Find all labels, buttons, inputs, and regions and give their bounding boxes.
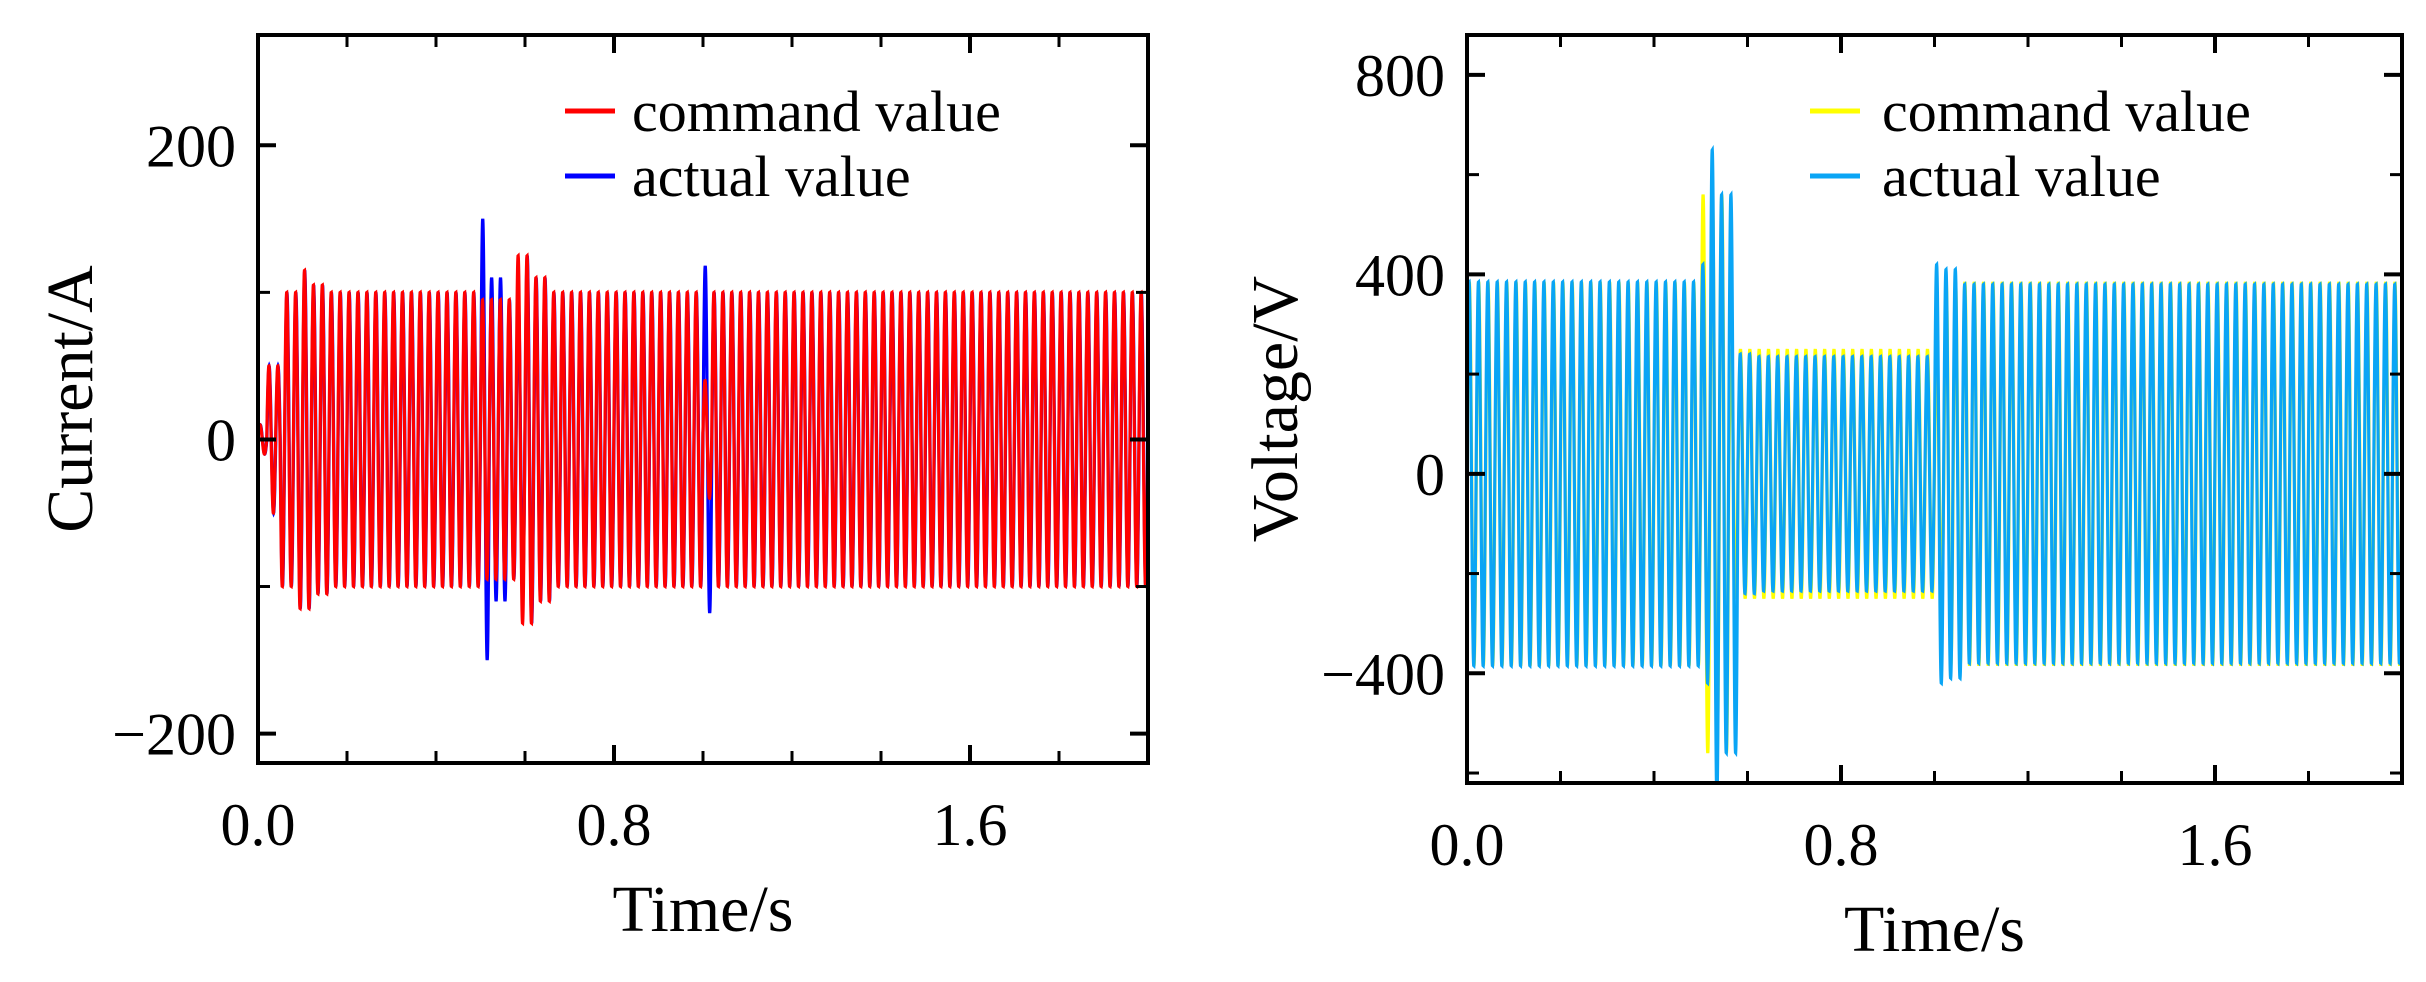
current-y-tick-label: 200 xyxy=(146,113,236,179)
voltage-x-axis-title: Time/s xyxy=(1844,893,2025,966)
current-x-tick-label: 0.0 xyxy=(221,792,296,858)
current-legend-label-command-value: command value xyxy=(632,79,1001,144)
current-legend-label-actual-value: actual value xyxy=(632,144,911,209)
current-y-tick-label: 0 xyxy=(206,407,236,473)
voltage-legend-label-command-value: command value xyxy=(1882,79,2251,144)
voltage-y-tick-label: −400 xyxy=(1321,641,1445,707)
current-axis-ticks: 0.0 0.8 1.6 −200 0 200 xyxy=(112,35,1150,858)
voltage-y-tick-label: 0 xyxy=(1415,442,1445,508)
voltage-plot-area xyxy=(1467,144,2402,783)
current-series-command-value xyxy=(258,252,1148,627)
current-y-tick-label: −200 xyxy=(112,702,236,768)
voltage-x-tick-label: 0.0 xyxy=(1430,812,1505,878)
current-y-axis-title: Current/A xyxy=(34,265,107,533)
voltage-y-tick-label: 400 xyxy=(1355,242,1445,308)
current-x-axis-title: Time/s xyxy=(613,873,794,946)
voltage-x-tick-label: 1.6 xyxy=(2178,812,2253,878)
current-x-tick-label: 1.6 xyxy=(933,792,1008,858)
voltage-y-tick-label: 800 xyxy=(1355,43,1445,109)
voltage-chart: 0.0 0.8 1.6 −400 0 400 800 Time/s Voltage/V co… xyxy=(1239,33,2404,966)
current-chart: 0.0 0.8 1.6 −200 0 200 Time/s Current/A comma… xyxy=(34,33,1150,946)
current-x-tick-label: 0.8 xyxy=(577,792,652,858)
current-plot-area xyxy=(258,218,1148,661)
voltage-y-axis-title: Voltage/V xyxy=(1239,276,1312,542)
voltage-x-tick-label: 0.8 xyxy=(1804,812,1879,878)
voltage-axis-ticks: 0.0 0.8 1.6 −400 0 400 800 xyxy=(1321,35,2404,878)
voltage-legend-label-actual-value: actual value xyxy=(1882,144,2161,209)
voltage-series-actual-value xyxy=(1467,144,2402,783)
